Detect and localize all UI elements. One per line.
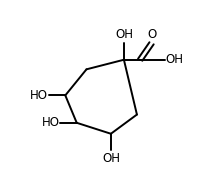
Text: OH: OH	[102, 152, 120, 165]
Text: HO: HO	[30, 89, 48, 102]
Text: OH: OH	[165, 53, 183, 66]
Text: HO: HO	[42, 116, 60, 129]
Text: O: O	[147, 28, 156, 41]
Text: OH: OH	[115, 28, 133, 41]
